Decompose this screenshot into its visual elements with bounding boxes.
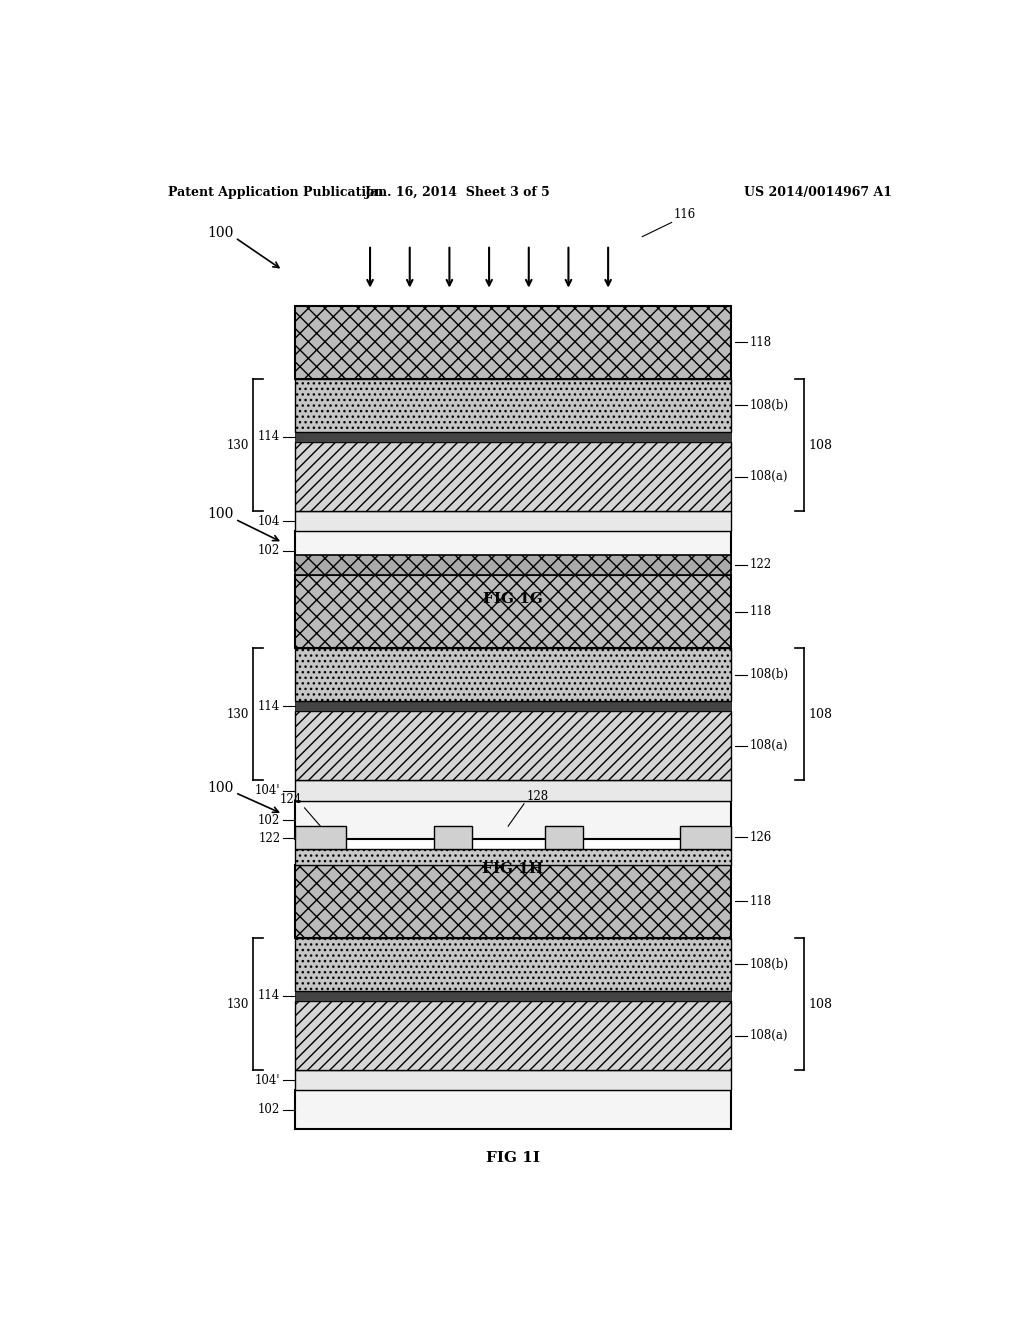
Text: 102: 102	[258, 813, 281, 826]
Bar	[295, 511, 731, 532]
Text: 126: 126	[750, 830, 772, 843]
Bar	[295, 801, 731, 840]
Text: FIG 1I: FIG 1I	[486, 1151, 540, 1166]
Bar	[295, 865, 731, 939]
Bar	[295, 780, 731, 801]
Bar	[295, 991, 731, 1001]
Bar	[295, 849, 731, 865]
Bar	[295, 576, 731, 648]
Bar	[545, 826, 583, 849]
Text: 108(b): 108(b)	[750, 958, 788, 972]
Text: FIG 1G: FIG 1G	[483, 593, 543, 606]
Text: 114: 114	[258, 430, 281, 444]
Text: 108: 108	[808, 998, 833, 1011]
Bar	[295, 711, 731, 780]
Text: 130: 130	[227, 708, 250, 721]
Text: 118: 118	[750, 335, 771, 348]
Bar	[295, 939, 731, 991]
Text: 128: 128	[526, 789, 549, 803]
Text: 108(a): 108(a)	[750, 470, 787, 483]
Text: 122: 122	[750, 558, 771, 572]
Bar	[295, 1071, 731, 1090]
Bar	[295, 701, 731, 711]
Text: 100: 100	[207, 226, 233, 240]
Bar	[433, 826, 472, 849]
Bar	[295, 306, 731, 379]
Text: 108(b): 108(b)	[750, 668, 788, 681]
Text: 108(a): 108(a)	[750, 1030, 787, 1041]
Text: 114: 114	[258, 700, 281, 713]
Text: 100: 100	[207, 780, 233, 795]
Text: 108: 108	[808, 708, 833, 721]
Bar	[295, 532, 731, 570]
Text: 130: 130	[227, 998, 250, 1011]
Text: 104': 104'	[255, 1073, 281, 1086]
Text: 114: 114	[258, 990, 281, 1002]
Text: 102: 102	[258, 544, 281, 557]
Bar	[295, 1001, 731, 1071]
Bar	[295, 826, 346, 849]
Text: 100: 100	[207, 507, 233, 521]
Text: 108: 108	[808, 438, 833, 451]
Text: Patent Application Publication: Patent Application Publication	[168, 186, 383, 199]
Text: 118: 118	[750, 895, 771, 908]
Text: 102: 102	[258, 1104, 281, 1117]
Text: 118: 118	[750, 605, 771, 618]
Bar	[295, 442, 731, 511]
Bar	[295, 1090, 731, 1129]
Text: 130: 130	[227, 438, 250, 451]
Text: Jan. 16, 2014  Sheet 3 of 5: Jan. 16, 2014 Sheet 3 of 5	[365, 186, 550, 199]
Bar	[295, 432, 731, 442]
Bar	[680, 826, 731, 849]
Text: 108(a): 108(a)	[750, 739, 787, 752]
Text: 124: 124	[280, 793, 302, 805]
Text: US 2014/0014967 A1: US 2014/0014967 A1	[744, 186, 893, 199]
Bar	[295, 379, 731, 432]
Text: 104': 104'	[255, 784, 281, 797]
Text: 122: 122	[258, 832, 281, 845]
Text: 116: 116	[674, 209, 696, 222]
Bar	[295, 648, 731, 701]
Text: 104: 104	[258, 515, 281, 528]
Text: 108(b): 108(b)	[750, 399, 788, 412]
Bar	[295, 554, 731, 576]
Text: FIG 1H: FIG 1H	[482, 862, 544, 875]
